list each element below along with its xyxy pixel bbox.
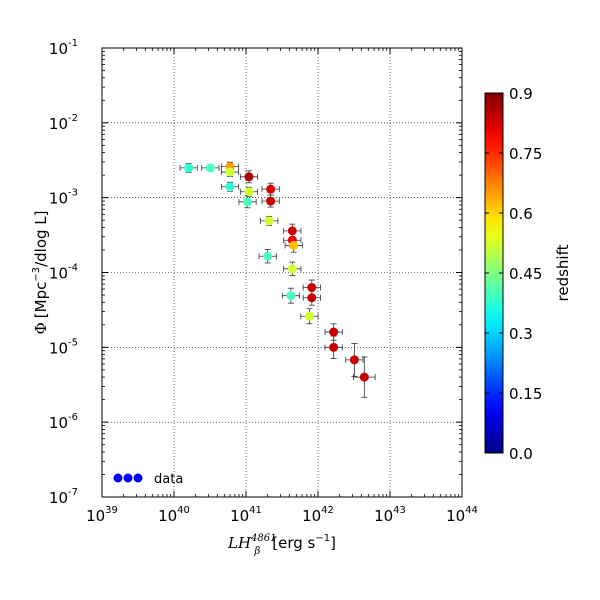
y-axis-label-symbol: Φ [32,322,50,334]
x-axis-label-unit-end: ] [330,534,336,552]
y-tick-label: 10-1 [49,38,78,58]
data-point [329,342,339,352]
x-tick-label: 1043 [374,505,406,525]
y-tick-label: 10-7 [49,487,78,507]
y-axis-label-unit-sup: −3 [31,267,42,282]
x-axis-label-unit: [erg s [272,534,315,552]
legend-marker [133,473,143,483]
x-axis-label-sup: 4861 [250,533,276,544]
y-tick-label: 10-4 [49,263,78,283]
x-tick-label: 1042 [302,505,334,525]
x-axis-label-unit-sup: −1 [315,533,330,544]
data-point [307,283,317,293]
data-point [184,163,194,173]
colorbar-tick-label: 0.6 [509,205,533,223]
x-axis-label: LH4861 β [erg s−1] [227,533,336,557]
x-tick-labels: 1039 1040 1041 1042 1043 1044 [86,505,478,525]
x-tick-label: 1044 [446,505,478,525]
x-axis-label-symbol: LH [227,534,252,552]
colorbar-tick-label: 0.45 [509,265,542,283]
data-point [244,172,254,182]
y-tick-label: 10-3 [49,188,78,208]
x-tick-label: 1039 [86,505,118,525]
data-point [263,251,273,261]
legend-marker [113,473,123,483]
data-points [184,162,369,382]
axis-ticks [101,47,463,498]
data-point [349,355,359,365]
data-point [359,372,369,382]
colorbar-tick-label: 0.75 [509,145,542,163]
y-axis-label-unit-end: /dlog L] [32,210,50,266]
colorbar-tick-label: 0.0 [509,445,533,463]
colorbar-tick-label: 0.15 [509,385,542,403]
data-point [287,264,297,274]
y-tick-label: 10-6 [49,412,78,432]
colorbar-tick-label: 0.3 [509,325,533,343]
x-tick-label: 1040 [158,505,190,525]
data-point [264,216,274,226]
y-tick-label: 10-2 [49,113,78,133]
data-point [304,311,314,321]
y-tick-labels: 10-7 10-6 10-5 10-4 10-3 10-2 10-1 [49,38,78,507]
legend-marker [123,473,133,483]
data-point [329,327,339,337]
y-axis-label-unit: [Mpc [32,282,50,319]
colorbar: 0.0 0.15 0.3 0.45 0.6 0.75 0.9 redshift [484,85,572,463]
legend: data [113,472,183,487]
data-point [244,187,254,197]
y-tick-label: 10-5 [49,337,78,357]
legend-label: data [154,472,183,487]
colorbar-tick-label: 0.9 [509,85,533,103]
data-point [307,293,317,303]
data-point [266,196,276,206]
y-axis-label: Φ [Mpc−3/dlog L] [31,210,50,334]
x-axis-label-sub: β [254,546,261,557]
data-point [289,240,299,250]
data-point [225,182,235,192]
colorbar-label: redshift [554,244,572,301]
data-point [205,163,215,173]
data-point [286,291,296,301]
x-tick-label: 1041 [230,505,262,525]
grid-lines [102,48,462,497]
data-point [225,167,235,177]
data-point [287,226,297,236]
data-point [243,197,253,207]
data-point [266,184,276,194]
